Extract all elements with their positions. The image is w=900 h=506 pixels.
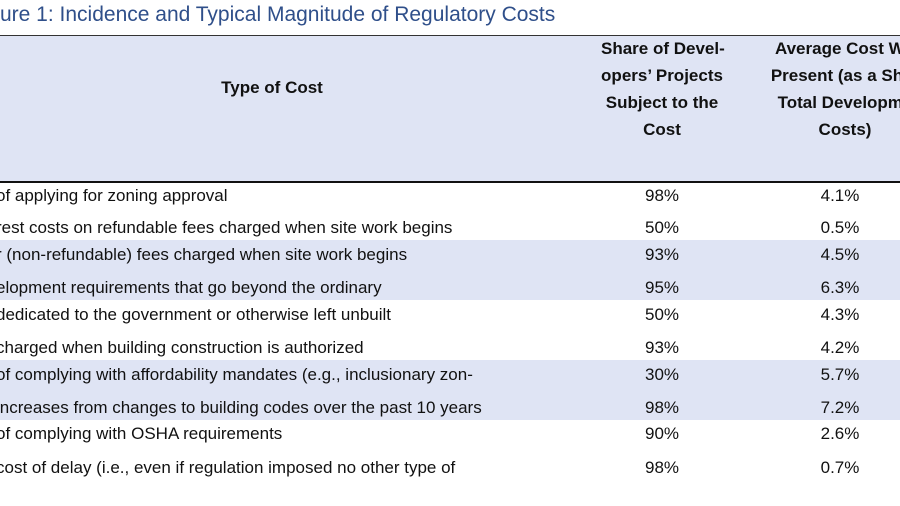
- column-header-line: Average Cost Wh: [774, 39, 900, 58]
- column-header-line: Present (as a Shar: [770, 66, 900, 85]
- header-background: [0, 35, 900, 183]
- cost-type: r (non-refundable) fees charged when sit…: [0, 245, 408, 264]
- cost-type: elopment requirements that go beyond the…: [0, 278, 382, 297]
- cost-type: of complying with OSHA requirements: [0, 424, 283, 443]
- cost-type: increases from changes to building codes…: [0, 398, 482, 417]
- cost-type: dedicated to the government or otherwise…: [0, 305, 392, 324]
- cost-value: 5.7%: [820, 365, 860, 384]
- cost-type: cost of delay (i.e., even if regulation …: [0, 458, 456, 477]
- cost-type: of applying for zoning approval: [0, 186, 228, 205]
- cost-value: 6.3%: [820, 278, 860, 297]
- share-value: 95%: [644, 278, 680, 297]
- column-header-line: Total Developme: [777, 93, 900, 112]
- share-value: 93%: [644, 338, 680, 357]
- cost-value: 0.5%: [820, 218, 860, 237]
- cost-value: 4.1%: [820, 186, 860, 205]
- share-value: 30%: [644, 365, 680, 384]
- cost-value: 7.2%: [820, 398, 860, 417]
- share-value: 50%: [644, 305, 680, 324]
- share-value: 50%: [644, 218, 680, 237]
- column-header-line: Costs): [818, 120, 872, 139]
- cost-value: 4.2%: [820, 338, 860, 357]
- share-value: 98%: [644, 458, 680, 477]
- share-value: 98%: [644, 398, 680, 417]
- figure-title: ure 1: Incidence and Typical Magnitude o…: [0, 3, 556, 26]
- share-value: 90%: [644, 424, 680, 443]
- cost-value: 0.7%: [820, 458, 860, 477]
- column-header-line: opers’ Projects: [601, 66, 723, 85]
- column-header-line: Subject to the: [605, 93, 719, 112]
- cost-value: 2.6%: [820, 424, 860, 443]
- cost-type: charged when building construction is au…: [0, 338, 364, 357]
- row-band: [0, 240, 900, 300]
- column-header: Type of Cost: [221, 78, 323, 97]
- cost-type: of complying with affordability mandates…: [0, 365, 473, 384]
- column-header-line: Cost: [643, 120, 681, 139]
- column-header-line: Share of Devel-: [601, 39, 725, 58]
- cost-type: rest costs on refundable fees charged wh…: [0, 218, 453, 237]
- share-value: 98%: [644, 186, 680, 205]
- cost-value: 4.5%: [820, 245, 860, 264]
- share-value: 93%: [644, 245, 680, 264]
- row-band: [0, 360, 900, 420]
- cost-value: 4.3%: [820, 305, 860, 324]
